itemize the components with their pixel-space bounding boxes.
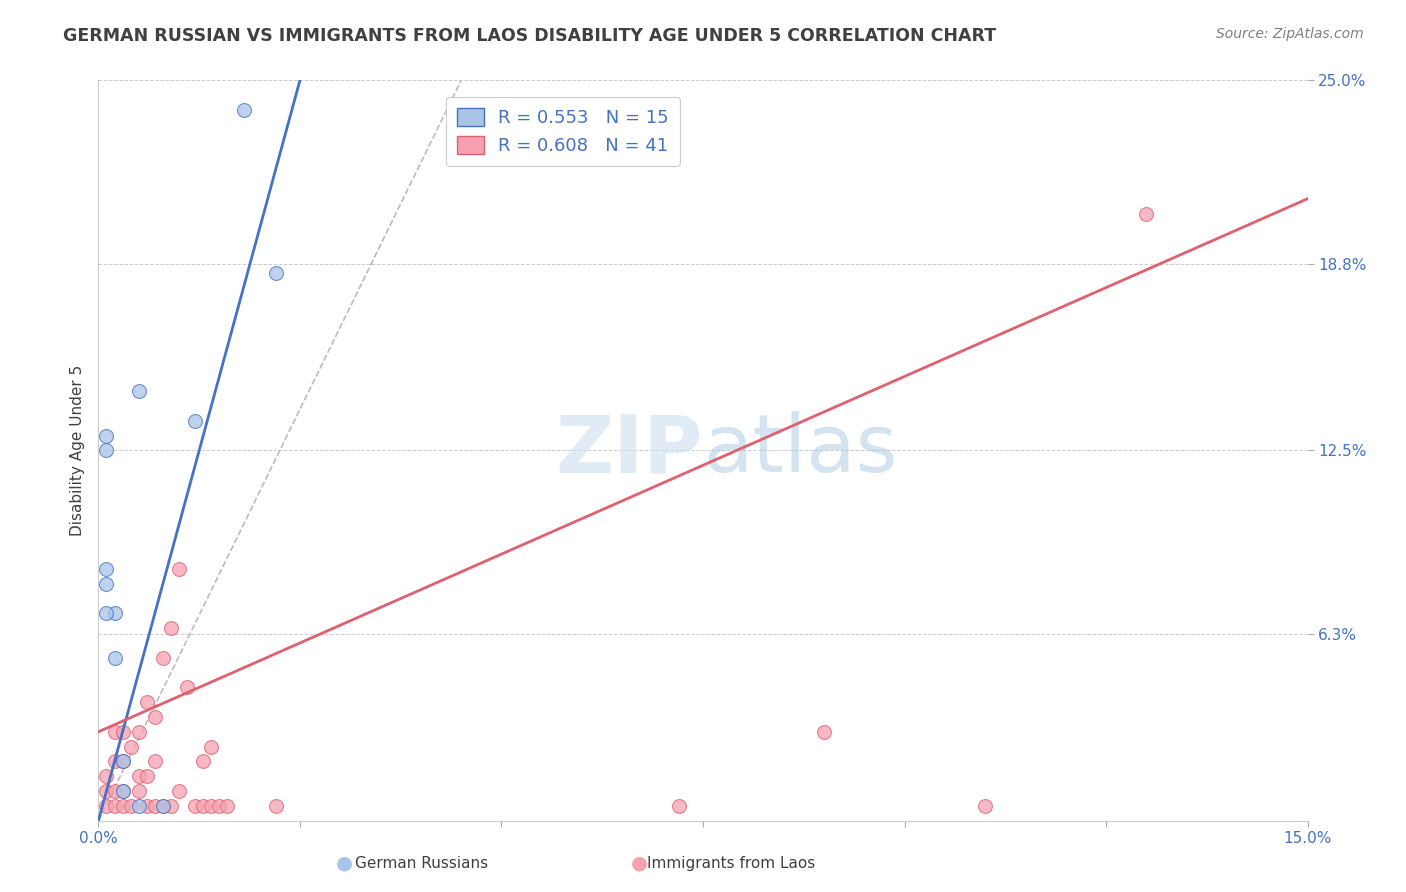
Point [152, 798, 174, 813]
Point [974, 798, 997, 813]
Point [193, 755, 215, 769]
Point [264, 266, 287, 280]
Point [217, 798, 239, 813]
Point [128, 798, 150, 813]
Point [184, 414, 207, 428]
Point [193, 798, 215, 813]
Point [135, 695, 157, 709]
Point [232, 103, 254, 117]
Text: German Russians: German Russians [356, 856, 488, 871]
Point [160, 621, 183, 635]
Point [128, 784, 150, 798]
Point [135, 769, 157, 783]
Text: GERMAN RUSSIAN VS IMMIGRANTS FROM LAOS DISABILITY AGE UNDER 5 CORRELATION CHART: GERMAN RUSSIAN VS IMMIGRANTS FROM LAOS D… [63, 27, 997, 45]
Text: atlas: atlas [703, 411, 897, 490]
Point [96, 562, 118, 576]
Point [103, 798, 125, 813]
Point [96, 798, 118, 813]
Text: ●: ● [631, 854, 648, 873]
Point [111, 784, 134, 798]
Point [111, 798, 134, 813]
Text: Immigrants from Laos: Immigrants from Laos [647, 856, 815, 871]
Point [120, 798, 142, 813]
Point [128, 384, 150, 399]
Point [111, 724, 134, 739]
Legend: R = 0.553   N = 15, R = 0.608   N = 41: R = 0.553 N = 15, R = 0.608 N = 41 [446, 96, 681, 166]
Point [96, 784, 118, 798]
Point [152, 650, 174, 665]
Point [96, 443, 118, 458]
Point [668, 798, 690, 813]
Point [111, 784, 134, 798]
Point [111, 755, 134, 769]
Point [264, 798, 287, 813]
Point [120, 739, 142, 754]
Point [1135, 206, 1157, 220]
Point [813, 724, 835, 739]
Point [176, 681, 198, 695]
Point [167, 784, 190, 798]
Point [96, 576, 118, 591]
Point [128, 724, 150, 739]
Point [103, 607, 125, 621]
Point [135, 798, 157, 813]
Text: ZIP: ZIP [555, 411, 703, 490]
Point [200, 739, 222, 754]
Y-axis label: Disability Age Under 5: Disability Age Under 5 [69, 365, 84, 536]
Point [167, 562, 190, 576]
Point [208, 798, 231, 813]
Text: Source: ZipAtlas.com: Source: ZipAtlas.com [1216, 27, 1364, 41]
Point [103, 724, 125, 739]
Point [143, 755, 166, 769]
Point [128, 769, 150, 783]
Point [143, 798, 166, 813]
Point [200, 798, 222, 813]
Point [143, 710, 166, 724]
Point [103, 755, 125, 769]
Point [152, 798, 174, 813]
Point [96, 428, 118, 442]
Point [96, 769, 118, 783]
Point [96, 607, 118, 621]
Point [160, 798, 183, 813]
Point [103, 784, 125, 798]
Text: ●: ● [336, 854, 353, 873]
Point [103, 650, 125, 665]
Point [184, 798, 207, 813]
Point [111, 755, 134, 769]
